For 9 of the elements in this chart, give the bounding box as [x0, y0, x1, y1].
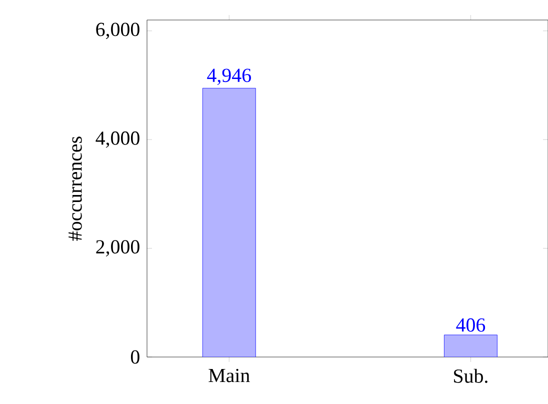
x-tick-label: Sub.	[454, 368, 488, 383]
y-tick-label: 6,000	[96, 22, 140, 40]
y-tick-label: 0	[130, 350, 140, 364]
y-axis-title: #occurrences	[68, 136, 82, 241]
y-tick-label: 4,000	[96, 131, 140, 148]
y-tick-label: 2,000	[96, 240, 140, 256]
x-tick-label: Main	[208, 368, 250, 382]
data-label: 4,946	[207, 68, 251, 85]
data-label: 406	[456, 318, 486, 332]
